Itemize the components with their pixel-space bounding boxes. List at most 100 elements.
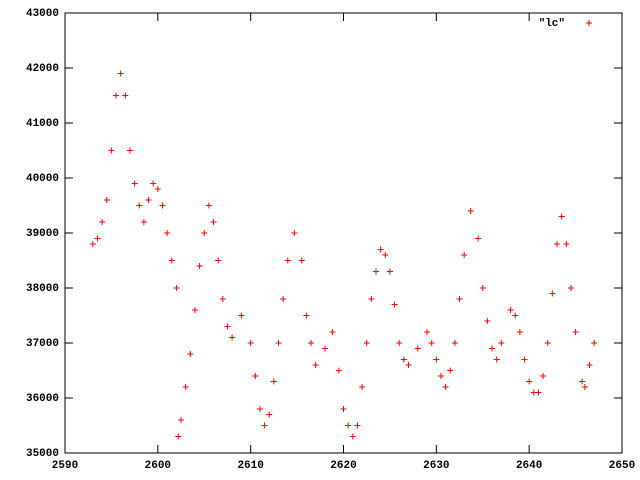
point: [544, 340, 551, 346]
point: [400, 356, 407, 363]
point: [178, 417, 185, 423]
point: [498, 340, 505, 346]
point: [335, 367, 342, 374]
point: [308, 340, 315, 346]
legend-label: "lc": [539, 18, 565, 30]
point: [442, 384, 449, 390]
y-tick-label: 35000: [26, 448, 59, 460]
point: [461, 252, 468, 258]
point: [108, 147, 115, 154]
point: [229, 334, 236, 341]
point: [256, 406, 263, 412]
point: [405, 362, 412, 368]
point: [563, 241, 570, 247]
point: [117, 70, 124, 77]
point: [586, 362, 593, 368]
point: [140, 219, 147, 225]
point: [475, 235, 482, 242]
x-tick-label: 2650: [609, 460, 635, 472]
point: [159, 202, 166, 209]
point: [377, 246, 384, 253]
y-tick-label: 39000: [26, 228, 59, 240]
point: [182, 384, 189, 390]
point: [298, 257, 305, 264]
point: [154, 186, 161, 192]
point: [280, 296, 287, 302]
point: [516, 329, 523, 335]
point: [99, 219, 106, 225]
point: [549, 290, 556, 297]
point: [567, 285, 574, 291]
x-tick-label: 2610: [237, 460, 263, 472]
point: [368, 296, 375, 302]
point: [372, 268, 379, 275]
y-tick-label: 42000: [26, 63, 59, 75]
point: [512, 312, 519, 319]
point: [321, 345, 328, 352]
point: [175, 433, 182, 440]
point: [312, 362, 319, 368]
point: [210, 219, 217, 225]
point: [354, 422, 361, 429]
point: [507, 307, 514, 313]
point: [103, 197, 110, 203]
point: [150, 180, 157, 187]
point: [266, 411, 273, 418]
point: [126, 147, 133, 154]
y-tick-label: 41000: [26, 118, 59, 130]
point: [456, 296, 463, 302]
y-tick-label: 43000: [26, 8, 59, 20]
point: [122, 92, 129, 99]
plot-frame: [64, 12, 623, 454]
point: [363, 340, 370, 346]
point: [359, 384, 366, 390]
point: [581, 384, 588, 390]
point: [484, 318, 491, 324]
point: [191, 307, 198, 313]
point: [168, 257, 175, 264]
y-tick-label: 40000: [26, 173, 59, 185]
point: [340, 406, 347, 412]
y-tick-label: 38000: [26, 283, 59, 295]
point: [224, 323, 231, 330]
point: [173, 285, 180, 291]
point: [291, 230, 298, 236]
x-tick-label: 2630: [423, 460, 449, 472]
point: [451, 340, 458, 346]
point: [94, 235, 101, 242]
point: [164, 230, 171, 236]
point: [238, 312, 245, 319]
point: [275, 340, 282, 346]
point: [493, 356, 500, 363]
point: [196, 263, 203, 269]
point: [414, 345, 421, 352]
point: [247, 340, 254, 346]
point: [437, 373, 444, 379]
point: [349, 433, 356, 440]
point: [521, 356, 528, 363]
point: [535, 389, 542, 396]
point: [554, 241, 561, 247]
y-tick-label: 37000: [26, 338, 59, 350]
x-tick-label: 2600: [145, 460, 171, 472]
point: [252, 373, 259, 379]
point: [201, 230, 208, 236]
point: [591, 340, 598, 346]
x-tick-label: 2640: [516, 460, 542, 472]
point: [396, 340, 403, 346]
point: [205, 202, 212, 209]
point: [479, 285, 486, 291]
point: [219, 296, 226, 302]
point: [113, 92, 120, 99]
point: [433, 356, 440, 363]
point: [215, 257, 222, 264]
point: [540, 373, 547, 379]
point: [558, 213, 565, 220]
point: [526, 378, 533, 385]
point: [579, 378, 586, 385]
legend-marker: [586, 20, 592, 26]
point: [467, 208, 474, 214]
point: [303, 312, 310, 319]
